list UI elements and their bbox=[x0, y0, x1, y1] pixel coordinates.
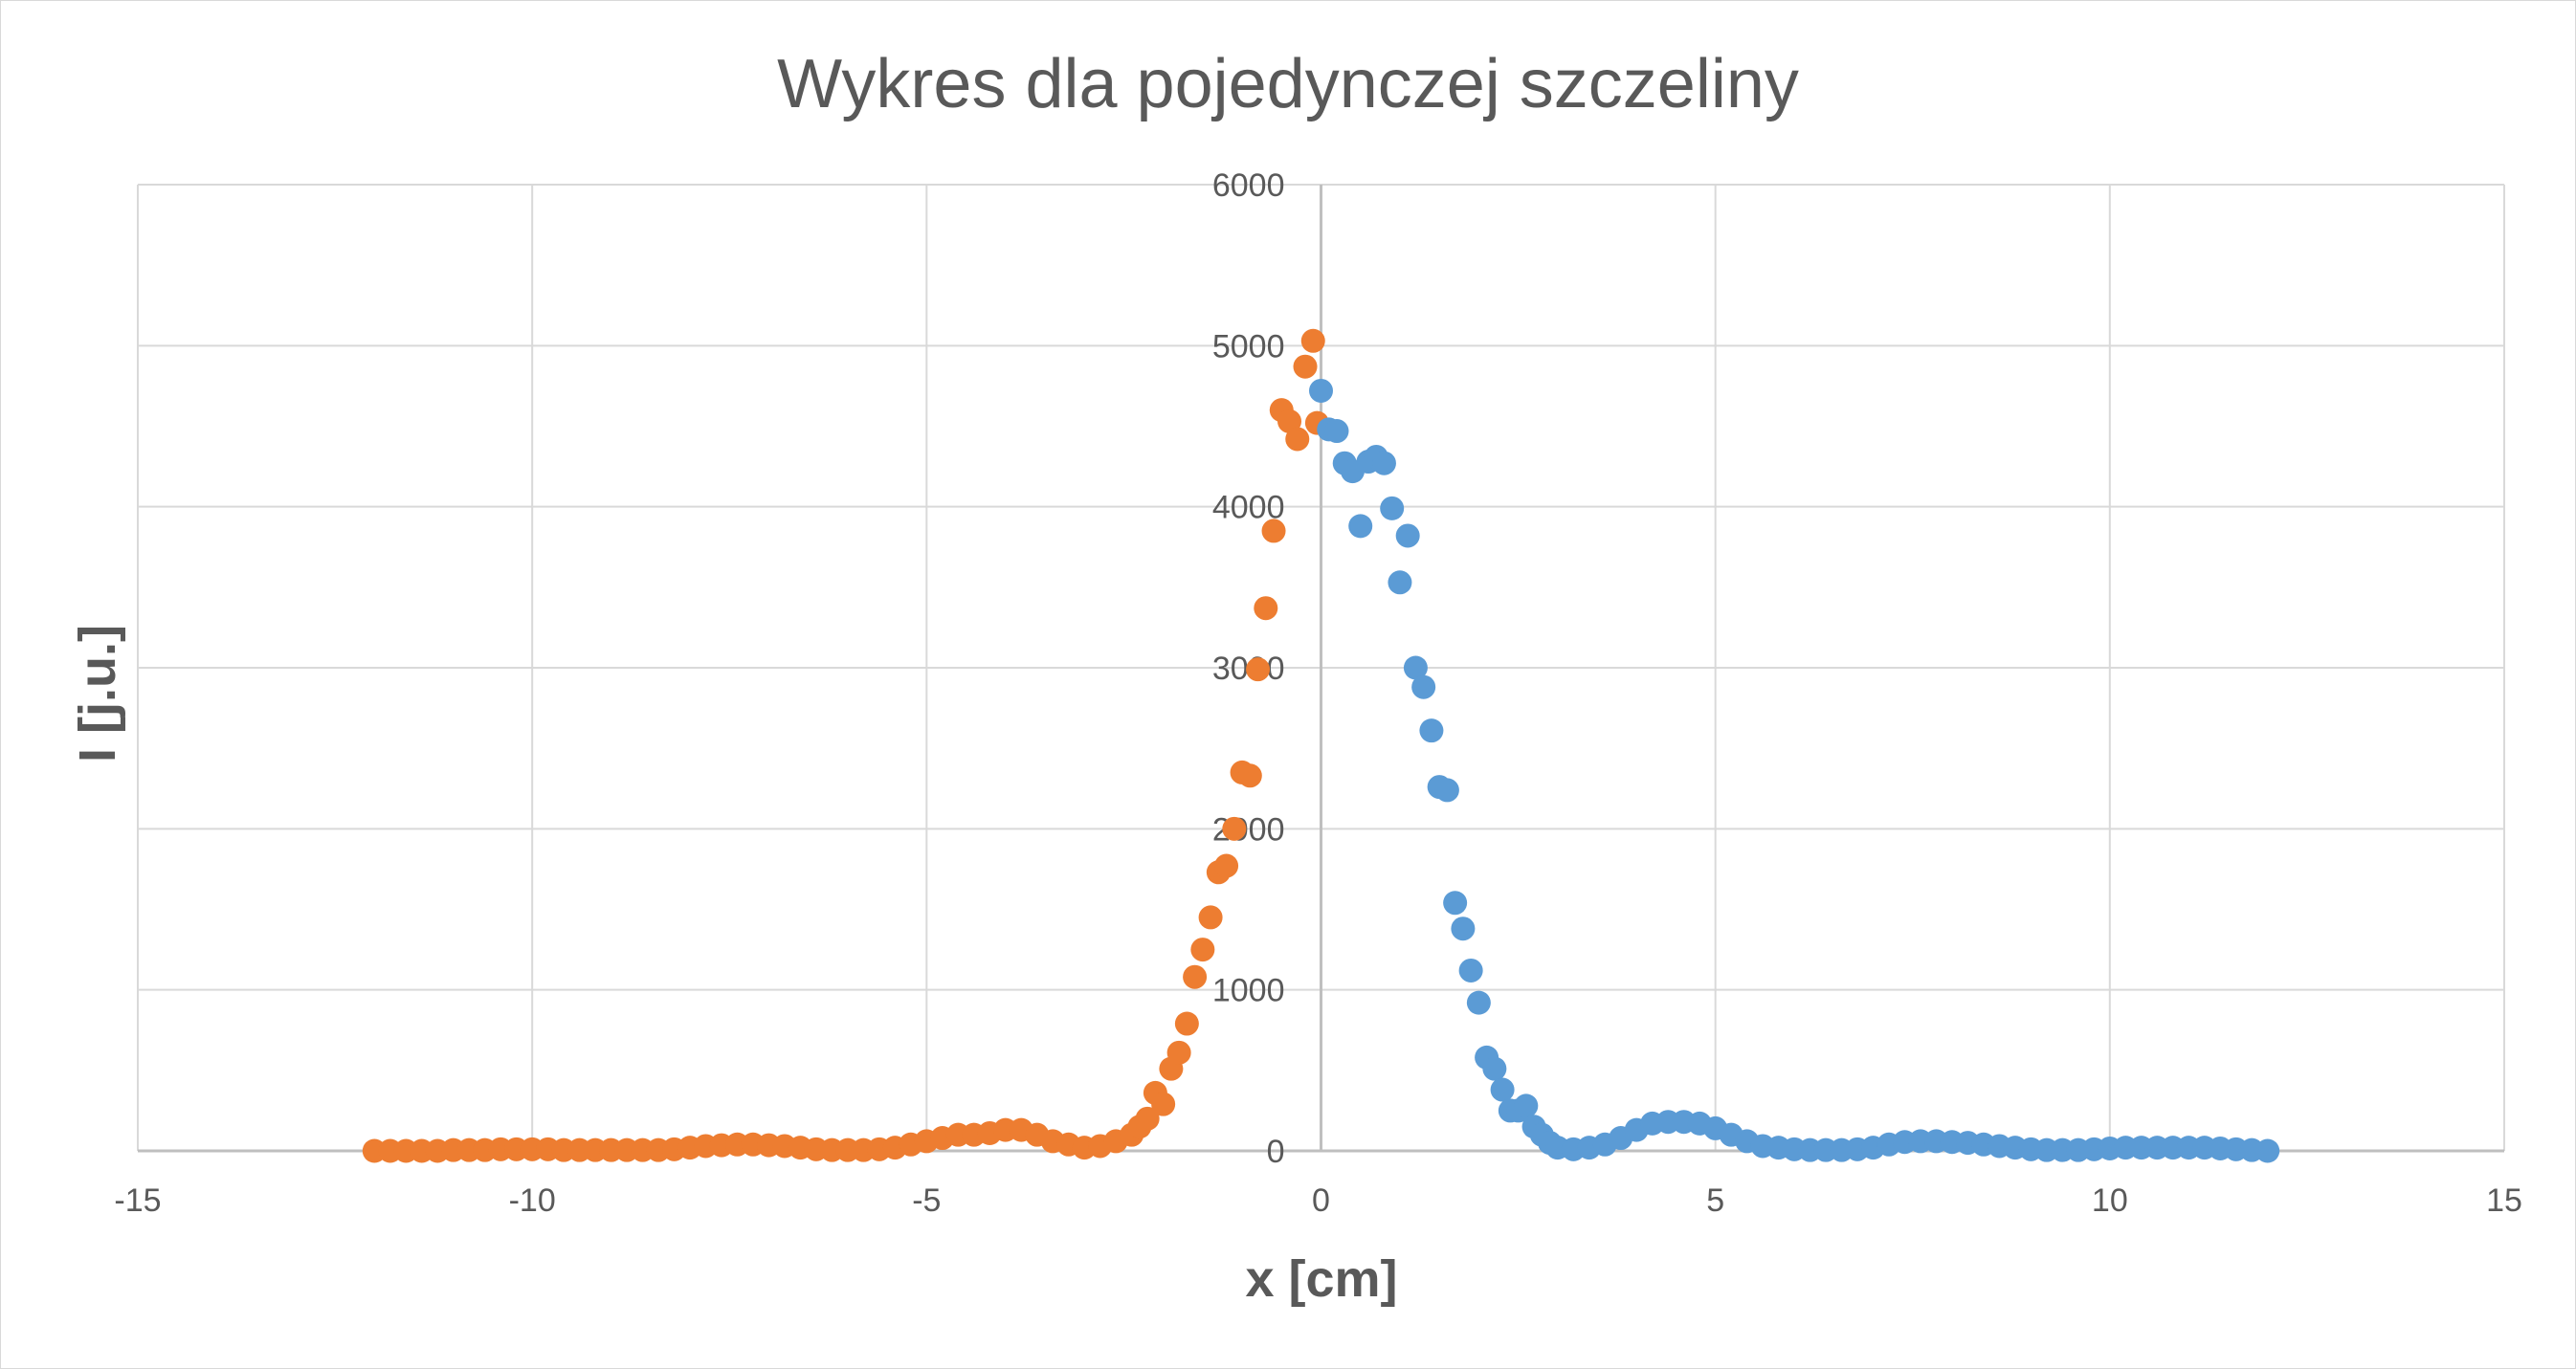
data-point bbox=[1285, 427, 1310, 452]
data-point bbox=[1451, 916, 1476, 941]
data-point bbox=[1135, 1106, 1160, 1131]
y-tick-label: 6000 bbox=[1212, 167, 1285, 204]
data-point bbox=[1434, 778, 1459, 803]
data-point bbox=[1348, 514, 1373, 539]
data-point bbox=[1371, 451, 1396, 475]
data-point bbox=[1458, 958, 1483, 983]
x-axis-title: x [cm] bbox=[1245, 1250, 1397, 1308]
data-point bbox=[1395, 523, 1420, 548]
data-point bbox=[1324, 419, 1349, 444]
data-point bbox=[2255, 1138, 2280, 1163]
data-point bbox=[1237, 763, 1262, 788]
data-point bbox=[1198, 905, 1223, 930]
data-point bbox=[1490, 1077, 1515, 1102]
y-tick-label: 1000 bbox=[1212, 973, 1285, 1009]
data-point bbox=[1222, 816, 1247, 841]
data-point bbox=[1293, 354, 1318, 379]
data-point bbox=[1482, 1056, 1507, 1081]
data-point bbox=[1419, 718, 1444, 743]
x-tick-label: -10 bbox=[509, 1182, 556, 1219]
x-tick-label: -5 bbox=[912, 1182, 941, 1219]
x-tick-label: 5 bbox=[1706, 1182, 1724, 1219]
x-tick-label: -15 bbox=[114, 1182, 161, 1219]
plot-area: -15-10-50510150100020003000400050006000 bbox=[114, 167, 2521, 1219]
chart-title: Wykres dla pojedynczej szczeliny bbox=[777, 46, 1799, 122]
data-point bbox=[1300, 328, 1325, 353]
data-point bbox=[1214, 853, 1239, 878]
data-point bbox=[1388, 570, 1412, 595]
data-point bbox=[1151, 1092, 1176, 1116]
data-point bbox=[1443, 891, 1468, 916]
data-point bbox=[1254, 596, 1278, 621]
x-tick-label: 0 bbox=[1312, 1182, 1330, 1219]
data-point bbox=[1183, 964, 1208, 989]
data-point bbox=[1246, 657, 1271, 682]
y-tick-label: 0 bbox=[1267, 1134, 1285, 1170]
data-point bbox=[1403, 655, 1428, 680]
data-point bbox=[1411, 674, 1436, 699]
data-point bbox=[1309, 378, 1333, 403]
x-tick-label: 10 bbox=[2092, 1182, 2128, 1219]
data-point bbox=[1166, 1040, 1191, 1065]
data-point bbox=[1466, 990, 1491, 1015]
y-tick-label: 5000 bbox=[1212, 328, 1285, 364]
data-point bbox=[1190, 938, 1215, 962]
x-tick-label: 15 bbox=[2486, 1182, 2522, 1219]
data-point bbox=[1261, 519, 1286, 543]
data-point bbox=[1514, 1093, 1539, 1118]
y-axis-title: I [j.u.] bbox=[69, 625, 126, 762]
data-point bbox=[1380, 496, 1405, 520]
data-point bbox=[1174, 1011, 1199, 1036]
